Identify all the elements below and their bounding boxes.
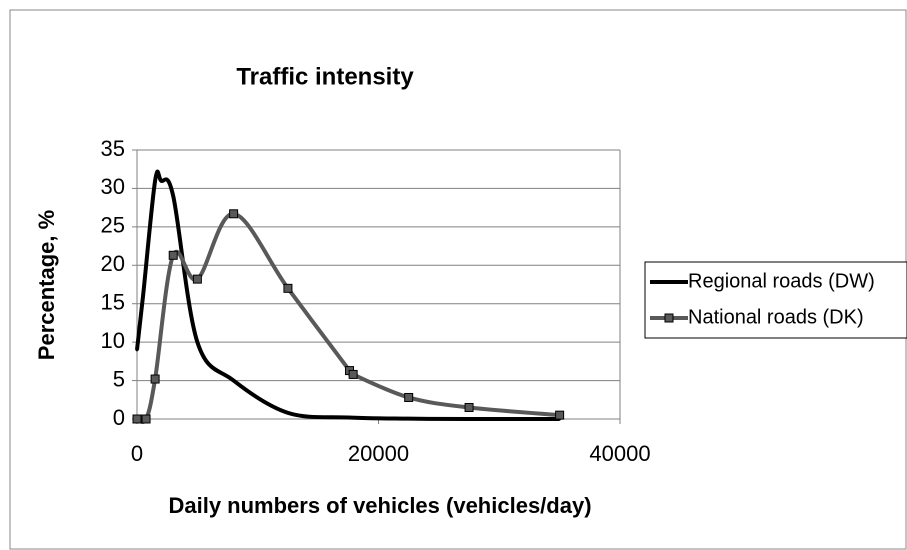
y-axis-label: Percentage, % [34, 210, 59, 360]
point-marker [150, 374, 160, 384]
point-marker [192, 274, 202, 284]
point-marker [467, 417, 471, 421]
x-tick-label: 20000 [348, 441, 409, 466]
point-marker [404, 392, 414, 402]
point-marker [141, 414, 151, 424]
point-marker [168, 250, 178, 260]
y-tick-label: 30 [101, 174, 125, 199]
legend-label: Regional roads (DW) [688, 270, 875, 292]
point-marker [348, 369, 358, 379]
point-marker [153, 179, 157, 183]
y-tick-label: 5 [113, 366, 125, 391]
chart-title: Traffic intensity [236, 63, 414, 90]
legend-box [644, 261, 907, 339]
point-marker [232, 379, 236, 383]
y-tick-label: 20 [101, 251, 125, 276]
legend-marker [664, 313, 674, 323]
series-line [135, 169, 560, 422]
x-axis-label: Daily numbers of vehicles (vehicles/day) [168, 493, 591, 518]
point-marker [159, 179, 163, 183]
point-marker [407, 417, 411, 421]
point-marker [229, 209, 239, 219]
point-marker [283, 283, 293, 293]
point-marker [555, 410, 565, 420]
y-tick-label: 35 [101, 136, 125, 161]
y-tick-label: 25 [101, 213, 125, 238]
point-marker [195, 340, 199, 344]
point-marker [132, 414, 142, 424]
point-marker [346, 415, 350, 419]
legend-label: National roads (DK) [688, 306, 864, 328]
y-tick-label: 15 [101, 290, 125, 315]
point-marker [141, 294, 145, 298]
point-marker [286, 411, 290, 415]
x-tick-label: 40000 [589, 441, 650, 466]
y-tick-label: 0 [113, 405, 125, 430]
point-marker [171, 194, 175, 198]
y-tick-label: 10 [101, 328, 125, 353]
point-marker [464, 402, 474, 412]
point-marker [135, 348, 139, 352]
x-tick-label: 0 [131, 441, 143, 466]
